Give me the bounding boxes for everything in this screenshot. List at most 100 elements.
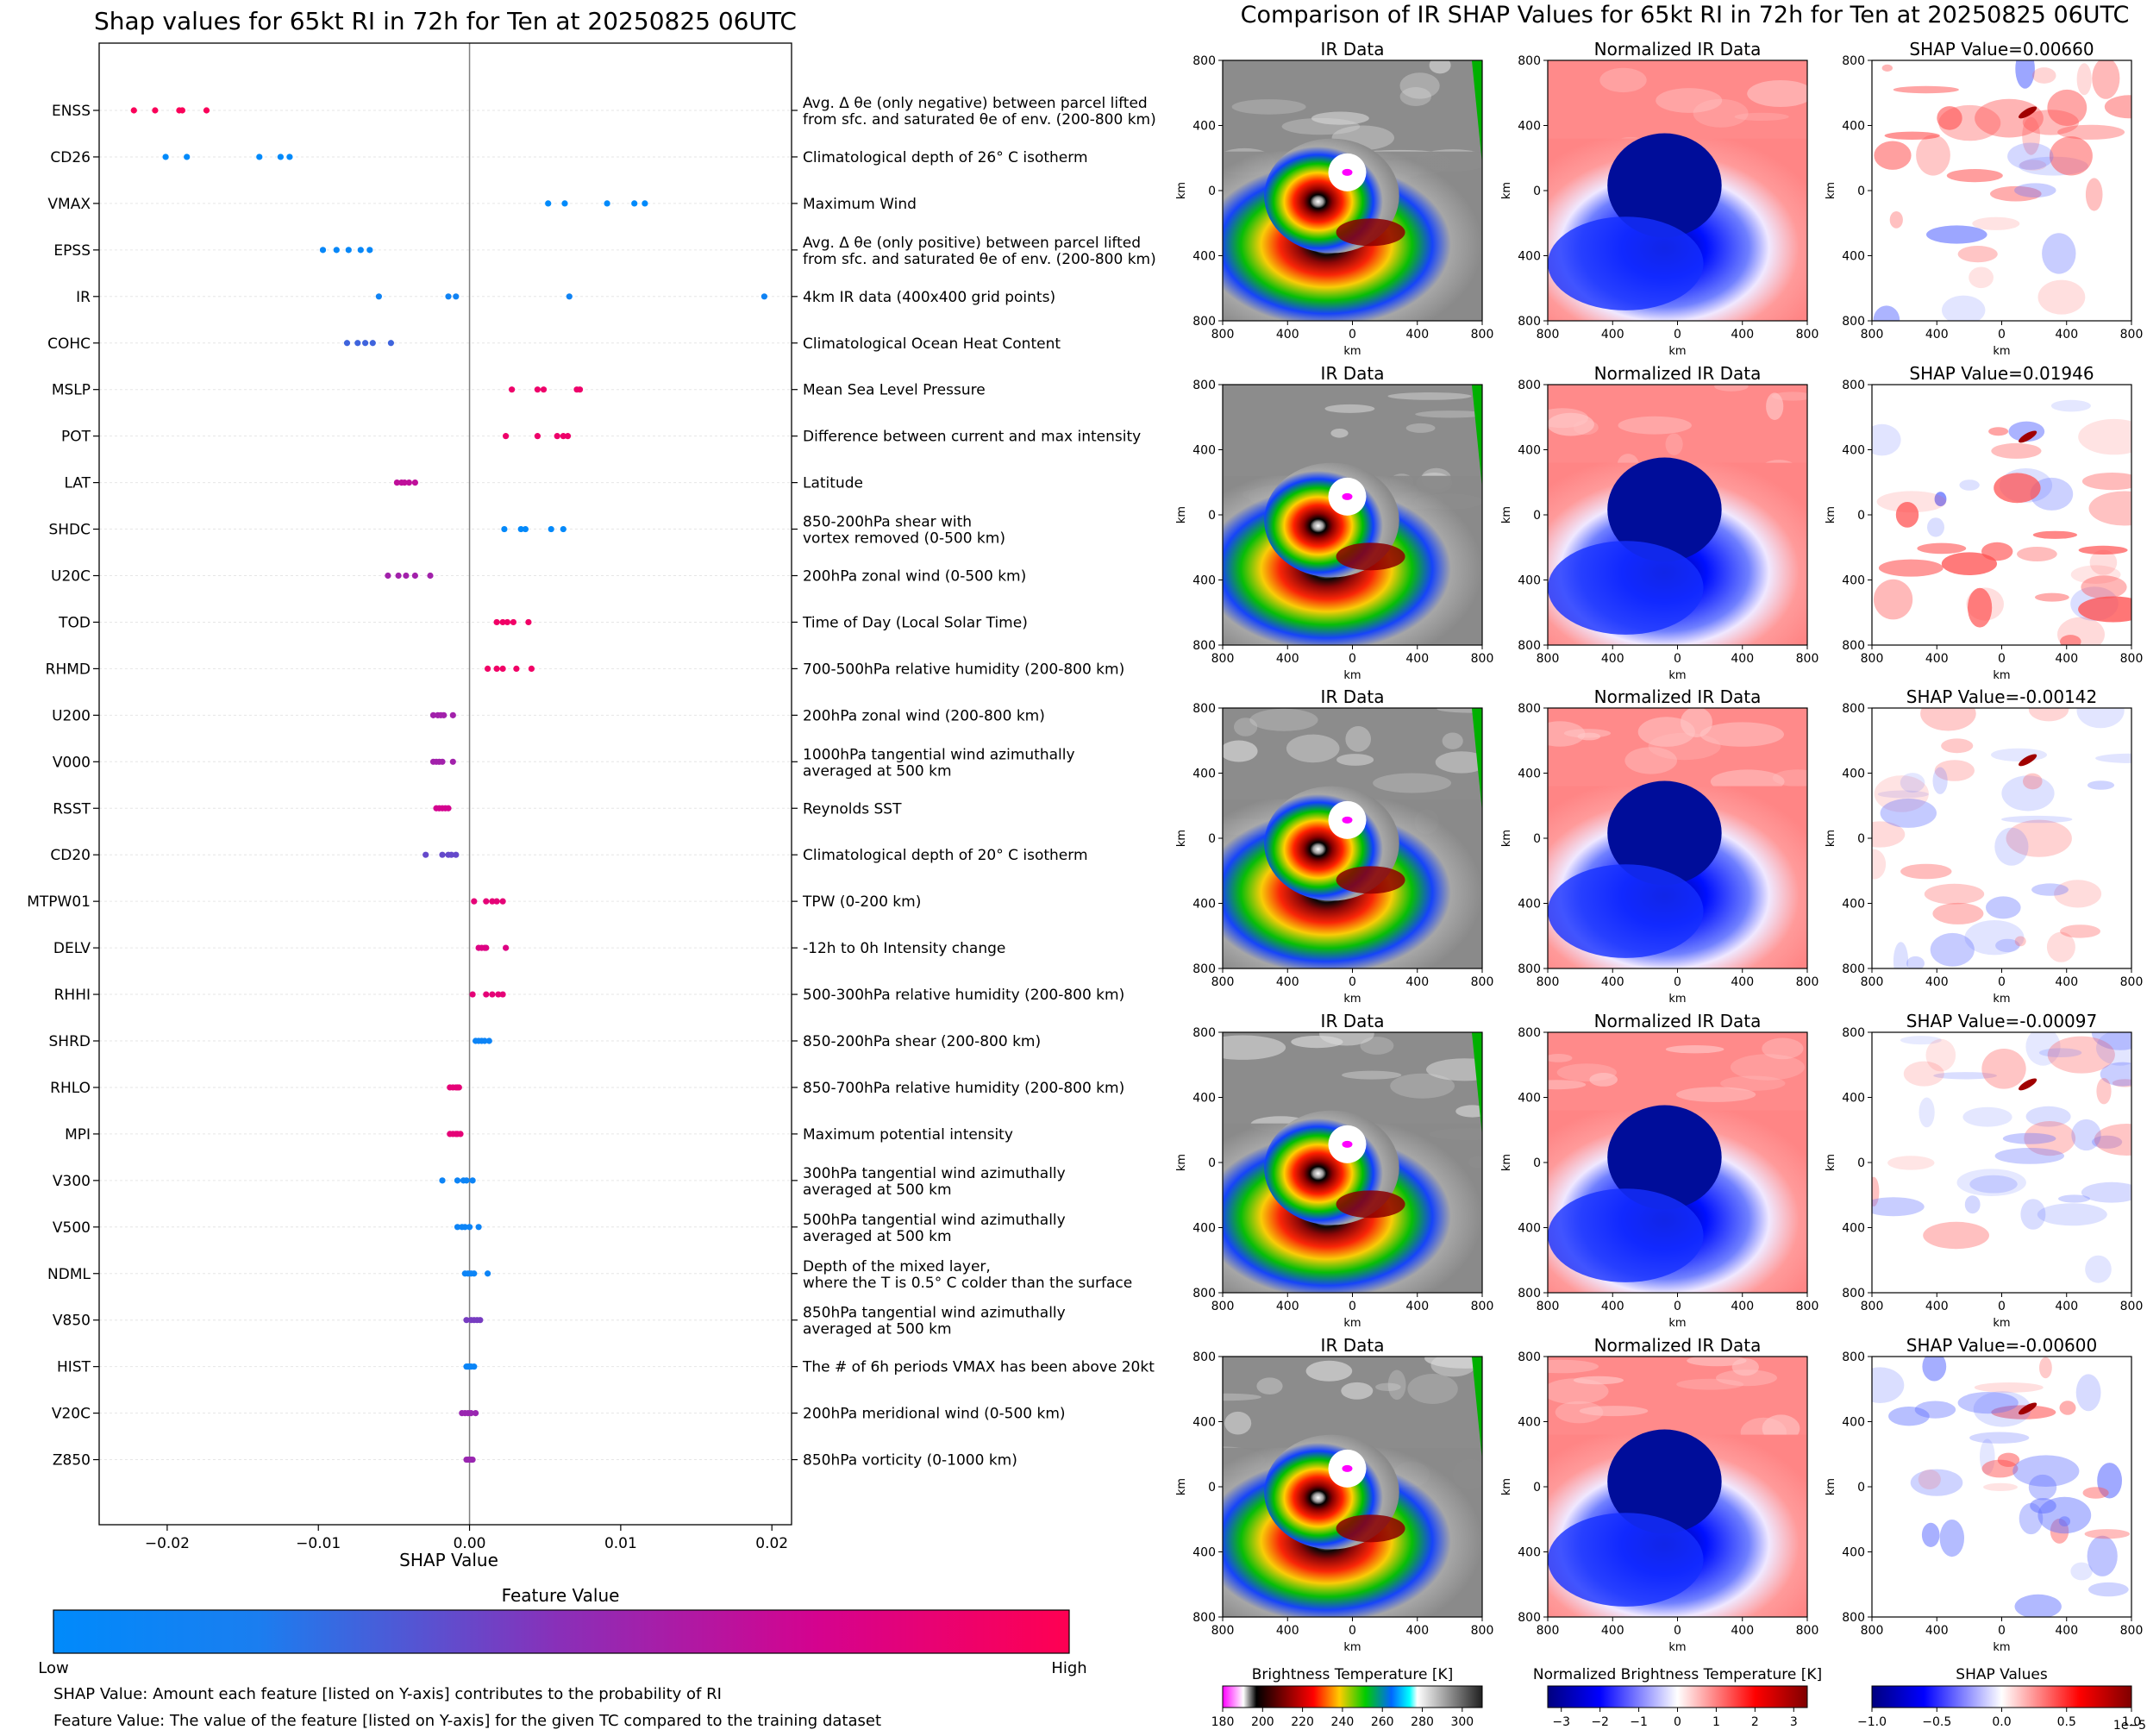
y-tick-label: 800 bbox=[1518, 379, 1541, 392]
feature-label: V850 bbox=[53, 1313, 91, 1330]
shap-point bbox=[473, 1410, 479, 1416]
shap-point bbox=[179, 107, 185, 113]
feature-description: Avg. Δ θe (only negative) between parcel… bbox=[803, 95, 1148, 112]
note-feature-value: Feature Value: The value of the feature … bbox=[53, 1712, 881, 1730]
feature-label: U20C bbox=[51, 568, 91, 586]
x-tick-label: 400 bbox=[2055, 1624, 2078, 1638]
y-tick-label: 800 bbox=[1842, 315, 1865, 329]
shap-value-title: SHAP Value=-0.00097 bbox=[1906, 1011, 2097, 1031]
x-tick-label: 0 bbox=[1349, 652, 1356, 666]
x-axis-label: SHAP Value bbox=[399, 1550, 498, 1570]
shap-point bbox=[362, 340, 368, 346]
y-tick-label: 800 bbox=[1842, 1611, 1865, 1625]
y-tick-label: 400 bbox=[1842, 898, 1865, 912]
y-tick-label: 0 bbox=[1857, 185, 1865, 198]
shap-point bbox=[554, 433, 560, 439]
x-tick-label: 400 bbox=[1925, 652, 1949, 666]
feature-label: RSST bbox=[53, 800, 91, 818]
x-tick-label: 800 bbox=[1211, 1624, 1235, 1638]
feature-description: from sfc. and saturated θe of env. (200-… bbox=[803, 251, 1156, 268]
x-tick-label: 800 bbox=[2120, 975, 2144, 989]
feature-description: Latitude bbox=[803, 475, 863, 492]
left-chart-title: Shap values for 65kt RI in 72h for Ten a… bbox=[94, 7, 797, 35]
x-tick-label: 800 bbox=[1861, 1624, 1884, 1638]
shap-value-title: SHAP Value=-0.00142 bbox=[1906, 686, 2097, 707]
x-tick-label: 400 bbox=[1925, 975, 1949, 989]
shap-point bbox=[503, 433, 509, 439]
panel-normalized: Normalized IR Data8008004004000040040080… bbox=[1500, 1335, 1818, 1654]
x-tick-label: 800 bbox=[1471, 1624, 1494, 1638]
y-tick-label: 0 bbox=[1208, 1156, 1216, 1170]
shap-point bbox=[412, 479, 418, 486]
feature-description: 200hPa zonal wind (200-800 km) bbox=[803, 707, 1045, 724]
shap-point bbox=[450, 759, 456, 765]
feature-description: 500hPa tangential wind azimuthally bbox=[803, 1212, 1066, 1229]
colorbar-title: Normalized Brightness Temperature [K] bbox=[1533, 1666, 1822, 1683]
colorbar-tick-label: 280 bbox=[1411, 1715, 1434, 1729]
feature-label: RHHI bbox=[54, 987, 91, 1004]
y-tick-label: 800 bbox=[1518, 639, 1541, 653]
y-tick-label: 400 bbox=[1842, 1546, 1865, 1560]
colorbar-tick-label: −1 bbox=[1630, 1715, 1648, 1729]
x-tick-label: 400 bbox=[1405, 652, 1429, 666]
y-tick-label: 400 bbox=[1842, 1416, 1865, 1430]
shap-value-title: SHAP Value=0.00660 bbox=[1909, 39, 2094, 60]
x-axis-label: km bbox=[1343, 345, 1361, 358]
shap-point bbox=[523, 526, 529, 532]
x-tick-label: 400 bbox=[1925, 1300, 1949, 1313]
y-tick-label: 400 bbox=[1842, 120, 1865, 134]
feature-description: Avg. Δ θe (only positive) between parcel… bbox=[803, 235, 1141, 252]
colorbar-tick-label: −3 bbox=[1552, 1715, 1570, 1729]
feature-label: TOD bbox=[58, 614, 91, 631]
shap-point bbox=[483, 899, 489, 905]
feature-label: U200 bbox=[52, 707, 91, 724]
feature-description: 1000hPa tangential wind azimuthally bbox=[803, 746, 1075, 763]
x-tick-label: 400 bbox=[1601, 328, 1624, 342]
shap-point bbox=[456, 1084, 462, 1090]
colorbar-tick-label: 0.0 bbox=[1992, 1715, 2011, 1729]
feature-description: Time of Day (Local Solar Time) bbox=[802, 614, 1028, 631]
feature-label: Z850 bbox=[53, 1452, 91, 1470]
x-tick-label: 800 bbox=[1537, 652, 1560, 666]
x-axis-label: km bbox=[1993, 345, 2010, 358]
colorbar-tick-label: 1 bbox=[1712, 1715, 1720, 1729]
feature-description: Maximum Wind bbox=[803, 196, 917, 213]
colorbar-tick-label: 240 bbox=[1331, 1715, 1355, 1729]
feature-description: Climatological depth of 26° C isotherm bbox=[803, 149, 1088, 166]
y-tick-label: 0 bbox=[1208, 509, 1216, 523]
y-tick-label: 800 bbox=[1518, 1026, 1541, 1040]
x-tick-label: 0 bbox=[1349, 1300, 1356, 1313]
feature-description: 850hPa vorticity (0-1000 km) bbox=[803, 1452, 1017, 1470]
feature-label: POT bbox=[61, 429, 91, 446]
shap-point bbox=[565, 433, 571, 439]
feature-description: 4km IR data (400x400 grid points) bbox=[803, 289, 1055, 306]
shap-point bbox=[761, 293, 767, 299]
shap-point bbox=[494, 619, 500, 625]
shap-point bbox=[385, 573, 391, 579]
y-axis-label: km bbox=[1500, 1154, 1513, 1171]
x-tick-label: 800 bbox=[1211, 328, 1235, 342]
shap-point bbox=[510, 619, 516, 625]
y-tick-label: 400 bbox=[1518, 250, 1541, 264]
y-tick-label: 400 bbox=[1192, 444, 1216, 458]
panel-normalized: Normalized IR Data8008004004000040040080… bbox=[1500, 39, 1818, 358]
shap-point bbox=[535, 386, 541, 392]
panel-shap: SHAP Value=-0.00097800800400400004004008… bbox=[1825, 1011, 2147, 1330]
colorbar-tick-label: −1.0 bbox=[1857, 1715, 1887, 1729]
panel-shap: SHAP Value=0.019468008004004000040040080… bbox=[1825, 363, 2147, 682]
y-tick-label: 800 bbox=[1518, 962, 1541, 976]
y-tick-label: 800 bbox=[1192, 1351, 1216, 1364]
shap-point bbox=[494, 899, 500, 905]
x-axis-label: km bbox=[1668, 1317, 1686, 1330]
feature-label: V20C bbox=[52, 1406, 91, 1423]
y-tick-label: 800 bbox=[1842, 1351, 1865, 1364]
feature-description: Mean Sea Level Pressure bbox=[803, 382, 986, 399]
panel-title: Normalized IR Data bbox=[1594, 686, 1762, 707]
feature-description: vortex removed (0-500 km) bbox=[803, 530, 1005, 548]
y-tick-label: 400 bbox=[1518, 574, 1541, 588]
x-axis-label: km bbox=[1993, 1641, 2010, 1654]
x-axis-label: km bbox=[1993, 993, 2010, 1006]
shap-point bbox=[525, 619, 531, 625]
y-tick-label: 800 bbox=[1192, 1026, 1216, 1040]
